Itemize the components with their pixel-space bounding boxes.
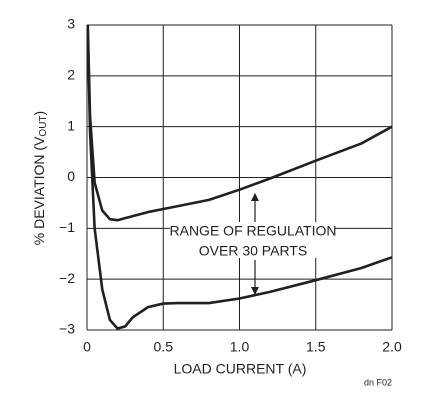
- y-axis-label-part: ): [31, 111, 47, 116]
- x-tick-label: 1.5: [306, 339, 326, 355]
- annotation-line: RANGE OF REGULATION: [170, 223, 337, 239]
- data-line: [86, 24, 393, 222]
- y-tick-label: −3: [59, 321, 75, 337]
- y-tick-label: 2: [67, 67, 75, 83]
- x-tick-label: 0.5: [154, 339, 174, 355]
- y-axis-label-part: % DEVIATION (V: [31, 136, 47, 245]
- x-tick-label: 2.0: [382, 339, 402, 355]
- y-tick-label: 0: [67, 168, 75, 184]
- lines: [86, 24, 393, 330]
- figure-id: dn F02: [364, 377, 392, 387]
- x-axis-label: LOAD CURRENT (A): [174, 361, 307, 377]
- y-axis-label: % DEVIATION (VOUT): [31, 111, 49, 245]
- x-tick-label: 0: [83, 339, 91, 355]
- annotation-line: OVER 30 PARTS: [199, 243, 307, 259]
- x-tick-label: 1.0: [230, 339, 250, 355]
- y-tick-label: −2: [59, 270, 75, 286]
- data-line: [86, 30, 393, 330]
- y-tick-label: 3: [67, 16, 75, 32]
- y-tick-label: 1: [67, 117, 75, 133]
- annotation-background: [170, 222, 335, 258]
- annotation: RANGE OF REGULATION OVER 30 PARTS: [170, 193, 337, 295]
- y-axis-label-subscript: OUT: [38, 115, 49, 136]
- grid: [86, 24, 393, 331]
- y-tick-label: −1: [59, 219, 75, 235]
